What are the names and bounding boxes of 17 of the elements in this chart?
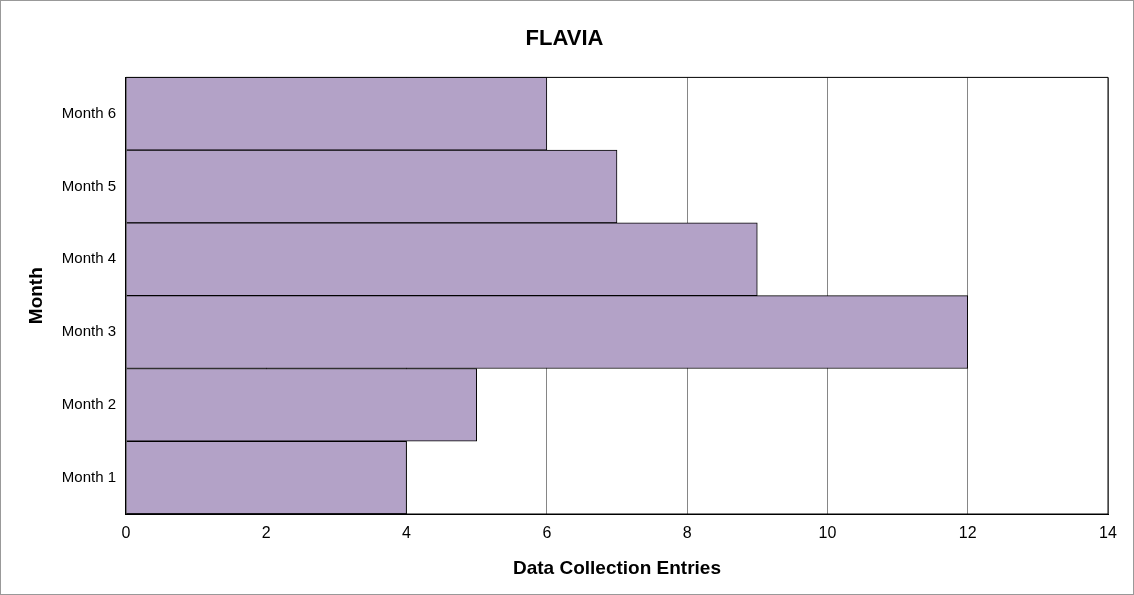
x-tick-label: 4 (402, 524, 412, 542)
y-tick-label: Month 2 (61, 394, 116, 412)
y-tick-label: Month 4 (61, 249, 116, 267)
x-tick-label: 12 (958, 524, 977, 542)
y-tick-label: Month 3 (61, 322, 116, 340)
chart-title: FLAVIA (525, 25, 604, 51)
x-tick-label: 10 (818, 524, 837, 542)
y-tick-label: Month 6 (61, 103, 116, 121)
x-tick-label: 0 (121, 524, 131, 542)
x-tick-label: 6 (542, 524, 552, 542)
y-axis-title: Month (24, 267, 46, 325)
x-axis-title: Data Collection Entries (513, 556, 721, 578)
x-tick-label: 14 (1099, 524, 1117, 542)
y-tick-label: Month 1 (61, 467, 116, 485)
x-tick-label: 2 (261, 524, 271, 542)
x-tick-label: 8 (682, 524, 692, 542)
y-tick-label: Month 5 (61, 176, 116, 194)
